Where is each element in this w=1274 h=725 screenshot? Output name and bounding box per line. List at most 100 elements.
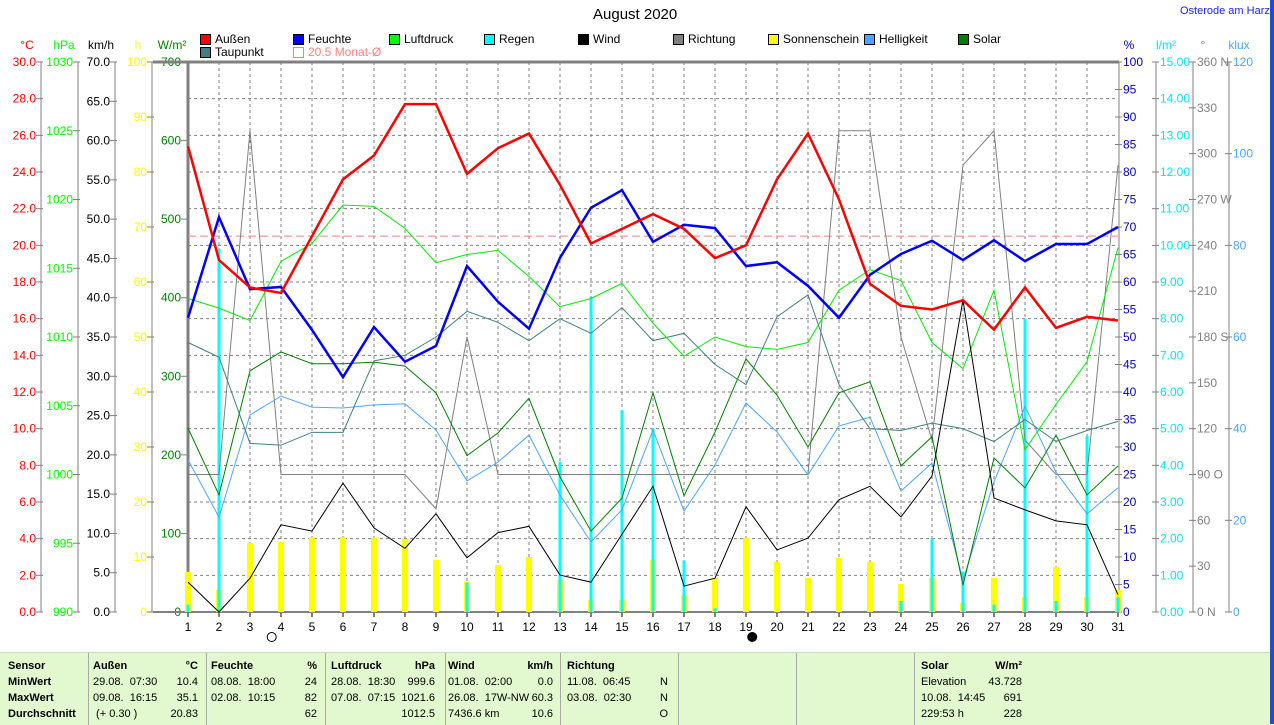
y-tick-label: 85 [1123,138,1137,152]
y-tick-label: 4.0 [19,532,36,546]
location-text: Osterode am Harz [1180,5,1270,17]
y-tick-label: 65 [1123,248,1137,262]
y-tick-label: 0 N [1197,605,1216,619]
y-tick-label: 65.0 [87,94,111,108]
y-axis-unit: l/m² [1156,38,1176,52]
y-tick-label: 300 [161,369,181,383]
y-tick-label: 95 [1123,83,1137,97]
regen-bar [993,605,996,612]
stat-value: N [660,691,668,705]
stat-value: 24 [305,675,317,689]
legend-swatch [293,34,304,45]
stat-date: 07.08. 07:15 [331,691,395,705]
sonnenschein-bar [402,539,408,612]
y-tick-label: 24.0 [13,165,37,179]
y-tick-label: 40 [134,385,148,399]
y-tick-label: 360 N [1197,55,1229,69]
sonnenschein-bar [743,538,749,612]
y-tick-label: 55 [1123,303,1137,317]
x-tick-label: 27 [987,620,1001,634]
y-tick-label: 100 [1233,147,1253,161]
y-tick-label: 600 [161,134,181,148]
stat-header: Solar [921,659,949,673]
x-tick-label: 30 [1080,620,1094,634]
regen-bar [187,605,190,612]
y-tick-label: 14.00 [1160,92,1190,106]
stat-value: 1012.5 [401,707,435,721]
y-tick-label: 1.00 [1160,568,1184,582]
y-tick-label: 240 [1197,238,1217,252]
y-tick-label: 100 [1123,55,1143,69]
legend-swatch [200,47,211,58]
stat-unit: W/m² [995,659,1022,673]
y-tick-label: 1005 [46,399,73,413]
sonnenschein-bar [340,537,346,612]
sonnenschein-bar [309,537,315,612]
y-tick-label: 60 [1233,330,1247,344]
legend-swatch [484,34,495,45]
row-label: MinWert [8,675,51,689]
y-tick-label: 12.00 [1160,165,1190,179]
row-label: Sensor [8,659,45,673]
legend-item-sonnenschein: Sonnenschein [768,32,859,46]
sonnenschein-bar [867,562,873,612]
x-tick-label: 3 [247,620,254,634]
stat-value: 691 [1004,691,1022,705]
y-tick-label: 90 [1123,110,1137,124]
y-tick-label: 0.0 [93,605,110,619]
new-moon-icon [748,633,757,642]
stat-unit: hPa [415,659,435,673]
stat-value: 62 [305,707,317,721]
y-tick-label: 60 [1197,513,1211,527]
y-tick-label: 35 [1123,413,1137,427]
y-tick-label: 30.0 [87,369,111,383]
stat-date: 26.08. 17W-NW [448,691,529,705]
legend-label: Helligkeit [879,32,928,46]
stat-value: O [659,707,668,721]
x-tick-label: 18 [708,620,722,634]
y-tick-label: 100 [127,55,147,69]
x-tick-label: 7 [371,620,378,634]
y-tick-label: 1015 [46,261,73,275]
x-tick-label: 19 [739,620,753,634]
y-tick-label: 80 [1123,165,1137,179]
stat-value: 60.3 [532,691,553,705]
y-tick-label: 30 [1197,559,1211,573]
y-tick-label: 13.00 [1160,128,1190,142]
y-tick-label: 10.0 [87,526,111,540]
sonnenschein-bar [836,558,842,612]
x-tick-label: 13 [553,620,567,634]
x-tick-label: 23 [863,620,877,634]
x-tick-label: 28 [1018,620,1032,634]
legend-swatch [200,34,211,45]
stat-header: Feuchte [211,659,253,673]
window-edge [1270,0,1274,724]
sonnenschein-bar [371,538,377,612]
x-tick-label: 5 [309,620,316,634]
y-tick-label: 15 [1123,523,1137,537]
x-tick-label: 16 [646,620,660,634]
stat-header: Luftdruck [331,659,382,673]
legend-label: Feuchte [308,32,351,46]
legend-swatch [673,34,684,45]
stat-date: 08.08. 18:00 [211,675,275,689]
sonnenschein-bar [526,557,532,612]
stat-date: 03.08. 02:30 [567,691,631,705]
stat-date: 7436.6 km [448,707,499,721]
auen-line [188,104,1118,330]
sonnenschein-bar [433,560,439,612]
stat-date: 10.08. 14:45 [921,691,985,705]
y-tick-label: 70 [1123,220,1137,234]
x-tick-label: 10 [460,620,474,634]
legend-label: Außen [215,32,250,46]
regen-bar [1024,319,1027,612]
y-tick-label: 0.00 [1160,605,1184,619]
x-tick-label: 31 [1111,620,1125,634]
y-tick-label: 60 [134,275,148,289]
y-tick-label: 1020 [46,193,73,207]
legend-label: Solar [973,32,1001,46]
y-tick-label: 10 [134,550,148,564]
stat-value: 10.4 [177,675,198,689]
y-tick-label: 15.0 [87,487,111,501]
